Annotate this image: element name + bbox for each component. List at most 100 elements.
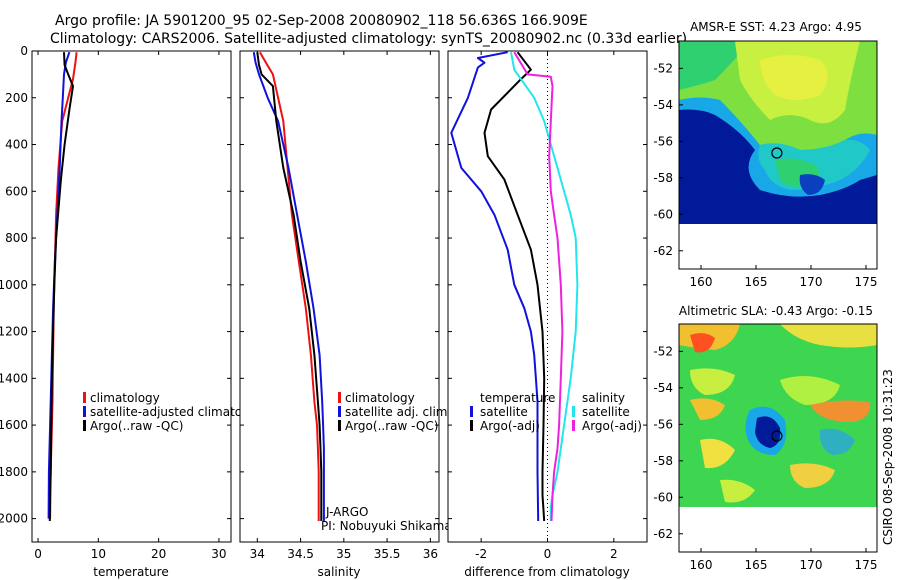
map-y-tick-label: -62 [653, 527, 673, 541]
legend-label-argo: Argo(..raw -QC) [90, 419, 183, 433]
map-sst: AMSR-E SST: 4.23 Argo: 4.95 160 165 170 175… [653, 20, 878, 289]
legend-title-temperature: temperature [480, 391, 555, 405]
y-tick-label: 0 [20, 44, 28, 58]
legend-label-satellite-adj: satellite adj. clim. [345, 405, 451, 419]
legend-label-temp-argo: Argo(-adj) [480, 419, 540, 433]
map-y-tick-label: -58 [653, 171, 673, 185]
x-tick-label: 20 [151, 547, 166, 561]
map-x-tick-label: 170 [800, 558, 823, 572]
series-line-climatology [259, 51, 320, 521]
map-x-tick-label: 175 [855, 558, 878, 572]
legend-label-satellite-adjusted: satellite-adjusted climatology [90, 405, 268, 419]
panel-salinity-axes: 34 34.5 35 35.5 36 [240, 50, 439, 561]
legend-title-salinity: salinity [582, 391, 625, 405]
y-tick-label: 2000 [0, 512, 28, 526]
y-tick-label: 1200 [0, 325, 28, 339]
panel-difference-frame [447, 50, 648, 543]
map-sla-float-marker [771, 430, 783, 442]
legend-swatch-climatology [338, 392, 341, 403]
map-y-tick-label: -54 [653, 98, 673, 112]
series-line-argo-raw-qc- [48, 52, 74, 522]
x-tick-label: 0 [34, 547, 42, 561]
panel-salinity-series [252, 51, 325, 521]
legend-swatch-sal-satellite [572, 406, 575, 417]
legend-swatch-sal-argo [572, 420, 575, 431]
map-sst-axes: 160 165 170 175 -52 -54 -56 -58 -60 -62 [653, 61, 877, 289]
map-x-tick-label: 175 [855, 275, 878, 289]
y-tick-label: 1600 [0, 418, 28, 432]
x-tick-label: -2 [475, 547, 487, 561]
x-tick-label: 30 [211, 547, 226, 561]
side-stamp: CSIRO 08-Sep-2008 10:31:23 [881, 369, 895, 545]
map-sla-title: Altimetric SLA: -0.43 Argo: -0.15 [679, 304, 873, 318]
difference-xlabel: difference from climatology [464, 565, 630, 579]
panel-salinity-frame [239, 50, 440, 543]
x-tick-label: 34.5 [287, 547, 314, 561]
map-y-tick-label: -52 [653, 61, 673, 75]
map-sst-title: AMSR-E SST: 4.23 Argo: 4.95 [690, 20, 862, 34]
panel-temperature-frame [31, 50, 232, 543]
figure-title-line1: Argo profile: JA 5901200_95 02-Sep-2008 … [55, 13, 588, 29]
x-tick-label: 35 [336, 547, 351, 561]
legend-label-argo: Argo(..raw -QC) [345, 419, 438, 433]
map-sla: Altimetric SLA: -0.43 Argo: -0.15 160 165… [653, 304, 878, 572]
series-line-temperature-argo-adj- [483, 51, 546, 522]
y-tick-label: 400 [5, 138, 28, 152]
map-sla-frame [678, 323, 878, 553]
series-line-temperature-satellite [450, 51, 540, 522]
panel-salinity: 34 34.5 35 35.5 36 salinity climatology sate… [239, 50, 452, 579]
panel-temperature-axes: 0 10 20 30 0 200 400 600 800 1000 1200 1400 1600 1800… [0, 44, 231, 561]
map-sst-float-marker [771, 147, 783, 159]
legend-label-climatology: climatology [345, 391, 415, 405]
panel-temperature-series [47, 51, 78, 522]
map-x-tick-label: 160 [690, 558, 713, 572]
map-y-tick-label: -58 [653, 454, 673, 468]
figure-title-line2: Climatology: CARS2006. Satellite-adjuste… [50, 31, 687, 47]
legend-swatch-temp-argo [470, 420, 473, 431]
map-sst-field [679, 41, 877, 269]
y-tick-label: 1400 [0, 371, 28, 385]
x-tick-label: 36 [423, 547, 438, 561]
map-x-tick-label: 170 [800, 275, 823, 289]
x-tick-label: 34 [250, 547, 265, 561]
y-tick-label: 200 [5, 91, 28, 105]
map-x-tick-label: 160 [690, 275, 713, 289]
map-y-tick-label: -56 [653, 134, 673, 148]
legend-label-temp-satellite: satellite [480, 405, 528, 419]
pi-label: PI: Nobuyuki Shikama [321, 519, 452, 533]
x-tick-label: 10 [91, 547, 106, 561]
legend-label-sal-argo: Argo(-adj) [582, 419, 642, 433]
map-y-tick-label: -52 [653, 344, 673, 358]
series-line-satellite-adj-clim- [252, 52, 325, 521]
panel-difference-series [450, 51, 579, 522]
y-tick-label: 1000 [0, 278, 28, 292]
map-x-tick-label: 165 [745, 275, 768, 289]
series-line-salinity-argo-adj- [513, 51, 564, 522]
series-line-argo-raw-qc- [256, 52, 323, 521]
panel-difference: -2 0 2 difference from climatology tempera… [447, 50, 648, 579]
legend-swatch-argo [83, 420, 86, 431]
difference-legend: temperature satellite Argo(-adj) salinit… [470, 391, 642, 433]
map-x-tick-label: 165 [745, 558, 768, 572]
y-tick-label: 600 [5, 184, 28, 198]
x-tick-label: 35.5 [374, 547, 401, 561]
x-tick-label: 2 [610, 547, 618, 561]
map-y-tick-label: -60 [653, 490, 673, 504]
legend-swatch-satellite-adjusted [83, 406, 86, 417]
y-tick-label: 1800 [0, 465, 28, 479]
legend-swatch-temp-satellite [470, 406, 473, 417]
legend-label-sal-satellite: satellite [582, 405, 630, 419]
program-label: J-ARGO [325, 505, 368, 519]
map-sla-axes: 160 165 170 175 -52 -54 -56 -58 -60 -62 [653, 344, 877, 572]
map-y-tick-label: -62 [653, 244, 673, 258]
series-line-salinity-satellite [510, 52, 579, 521]
legend-swatch-argo [338, 420, 341, 431]
temperature-legend: climatology satellite-adjusted climatolo… [83, 391, 268, 433]
map-y-tick-label: -56 [653, 417, 673, 431]
panel-difference-axes: -2 0 2 [448, 50, 647, 561]
legend-swatch-satellite-adj [338, 406, 341, 417]
legend-swatch-climatology [83, 392, 86, 403]
temperature-xlabel: temperature [93, 565, 168, 579]
panel-temperature: 0 10 20 30 0 200 400 600 800 1000 1200 1400 1600 1800… [0, 44, 268, 579]
